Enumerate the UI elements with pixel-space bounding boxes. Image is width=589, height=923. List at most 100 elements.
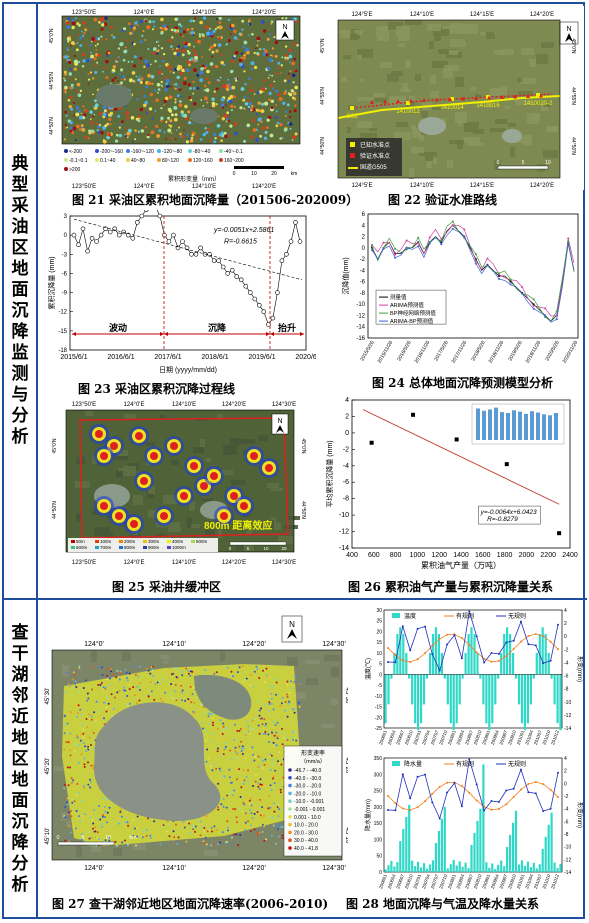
deformation-point bbox=[75, 686, 78, 688]
deformation-point bbox=[136, 835, 138, 838]
deformation-point bbox=[120, 123, 123, 126]
deformation-point bbox=[164, 691, 167, 694]
bar bbox=[532, 674, 535, 679]
deformation-point bbox=[254, 718, 256, 720]
deformation-point bbox=[230, 781, 233, 784]
deformation-point bbox=[199, 20, 203, 25]
deformation-point bbox=[268, 694, 271, 697]
deformation-point bbox=[179, 682, 182, 685]
legend-swatch bbox=[392, 613, 400, 618]
series-line bbox=[371, 220, 575, 322]
deformation-point bbox=[262, 48, 265, 51]
data-point bbox=[534, 644, 537, 647]
buffer-zone bbox=[150, 452, 158, 460]
data-point bbox=[431, 653, 434, 656]
deformation-point bbox=[247, 725, 250, 728]
data-point bbox=[474, 259, 477, 262]
benchmark-point bbox=[350, 106, 354, 110]
bar bbox=[497, 674, 500, 679]
deformation-point bbox=[226, 118, 229, 121]
bar bbox=[408, 804, 411, 872]
deformation-point bbox=[225, 43, 228, 46]
deformation-point bbox=[208, 818, 211, 821]
deformation-point bbox=[108, 117, 112, 121]
deformation-point bbox=[76, 22, 80, 26]
data-point bbox=[520, 788, 522, 791]
data-point bbox=[483, 805, 486, 808]
scale-label: 0 bbox=[229, 546, 232, 551]
lake bbox=[190, 108, 218, 124]
scale-label: km bbox=[570, 160, 577, 166]
deformation-point bbox=[202, 825, 205, 828]
deformation-point bbox=[239, 796, 242, 798]
fig26-caption: 图 26 累积油气产量与累积沉降量关系 bbox=[348, 580, 554, 594]
deformation-point bbox=[133, 55, 137, 59]
deformation-point bbox=[179, 132, 182, 136]
buffer-zone bbox=[140, 477, 148, 485]
deformation-point bbox=[244, 83, 247, 86]
deformation-point bbox=[270, 106, 274, 110]
deformation-point bbox=[79, 44, 83, 47]
deformation-point bbox=[223, 63, 226, 66]
deformation-point bbox=[136, 692, 139, 695]
deformation-point bbox=[186, 133, 189, 137]
deformation-point bbox=[70, 815, 73, 818]
deformation-point bbox=[281, 834, 284, 837]
deformation-point bbox=[293, 730, 296, 733]
data-point bbox=[527, 791, 530, 794]
data-point bbox=[394, 253, 397, 256]
deformation-point bbox=[214, 64, 219, 69]
deformation-point bbox=[79, 829, 82, 832]
deformation-point bbox=[298, 722, 301, 725]
deformation-point bbox=[151, 669, 154, 672]
data-point bbox=[512, 639, 515, 642]
deformation-point bbox=[92, 822, 95, 825]
deformation-point bbox=[88, 837, 91, 840]
deformation-point bbox=[119, 670, 122, 673]
deformation-point bbox=[163, 131, 166, 134]
deformation-point bbox=[124, 133, 127, 136]
deformation-point bbox=[219, 769, 222, 772]
section-label-char: 降 bbox=[11, 832, 29, 853]
deformation-point bbox=[218, 36, 222, 40]
y2-tick-label: -14 bbox=[564, 726, 571, 732]
y-tick-label: 4 bbox=[362, 223, 366, 229]
legend-swatch bbox=[167, 540, 171, 543]
legend-label: -120~-80 bbox=[162, 149, 182, 155]
bar bbox=[535, 868, 538, 872]
deformation-point bbox=[126, 676, 128, 679]
deformation-point bbox=[180, 123, 183, 127]
bar bbox=[517, 864, 521, 872]
data-point bbox=[475, 799, 478, 802]
deformation-point bbox=[90, 764, 93, 767]
legend-label: 200m bbox=[124, 539, 136, 544]
data-point bbox=[509, 280, 512, 283]
deformation-point bbox=[76, 736, 79, 739]
deformation-point bbox=[82, 728, 85, 731]
legend-label: 100m bbox=[100, 539, 112, 544]
deformation-point bbox=[188, 96, 192, 99]
bar bbox=[452, 674, 455, 731]
deformation-point bbox=[87, 761, 89, 764]
deformation-point bbox=[149, 681, 152, 684]
deformation-point bbox=[165, 62, 169, 67]
deformation-point bbox=[77, 33, 80, 36]
deformation-point bbox=[75, 810, 78, 812]
deformation-point bbox=[69, 95, 73, 100]
deformation-point bbox=[112, 35, 116, 39]
data-point bbox=[275, 290, 280, 295]
deformation-point bbox=[224, 742, 227, 745]
deformation-point bbox=[227, 826, 230, 829]
deformation-point bbox=[237, 844, 240, 847]
x-tick-label: 200710 bbox=[438, 873, 448, 889]
deformation-point bbox=[123, 27, 126, 31]
deformation-point bbox=[292, 681, 295, 684]
deformation-point bbox=[273, 734, 276, 737]
deformation-point bbox=[293, 708, 296, 711]
deformation-point bbox=[215, 671, 218, 674]
deformation-point bbox=[64, 85, 68, 90]
deformation-point bbox=[269, 803, 272, 806]
deformation-point bbox=[243, 139, 246, 143]
deformation-point bbox=[263, 136, 268, 140]
deformation-point bbox=[158, 669, 161, 672]
